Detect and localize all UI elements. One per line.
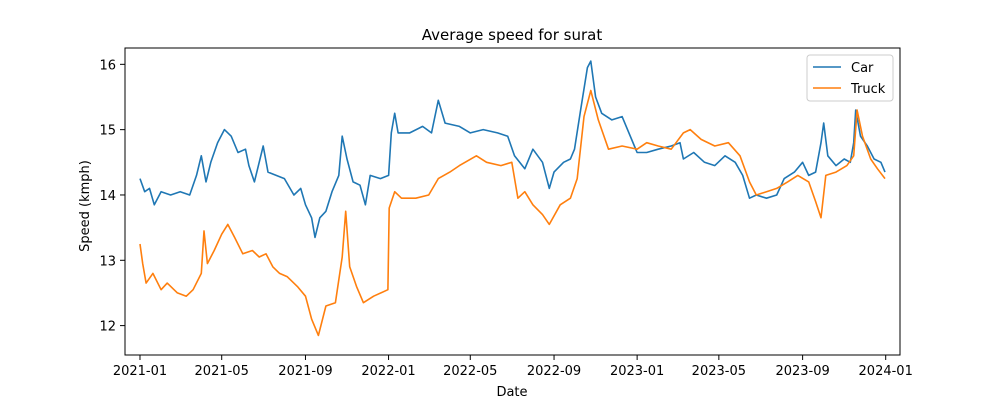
chart-title: Average speed for surat (422, 26, 603, 44)
x-tick-label: 2022-09 (527, 364, 581, 379)
x-axis: 2021-01 2021-05 2021-09 2022-01 2022-05 2022-… (113, 355, 913, 379)
legend-label-car: Car (851, 61, 874, 76)
y-tick-label: 14 (99, 189, 116, 204)
x-axis-label: Date (496, 385, 527, 400)
y-tick-label: 16 (99, 58, 116, 73)
y-tick-label: 13 (99, 254, 116, 269)
x-tick-label: 2022-05 (443, 364, 497, 379)
y-axis-label: Speed (kmph) (78, 160, 93, 252)
x-tick-label: 2023-09 (775, 364, 829, 379)
x-tick-label: 2021-01 (113, 364, 167, 379)
series-line-truck (139, 89, 886, 337)
x-tick-label: 2024-01 (859, 364, 913, 379)
x-tick-label: 2023-01 (610, 364, 664, 379)
y-tick-label: 15 (99, 124, 116, 139)
plot-area (124, 47, 901, 356)
series-line-car (139, 60, 886, 239)
plot-frame (124, 47, 901, 356)
x-tick-label: 2021-05 (195, 364, 249, 379)
legend: Car Truck (806, 54, 894, 102)
y-axis: 12 13 14 15 16 (99, 58, 125, 335)
legend-label-truck: Truck (850, 82, 886, 97)
x-tick-label: 2022-01 (361, 364, 415, 379)
y-tick-label: 12 (99, 320, 116, 335)
x-tick-label: 2023-05 (692, 364, 746, 379)
x-tick-label: 2021-09 (278, 364, 332, 379)
